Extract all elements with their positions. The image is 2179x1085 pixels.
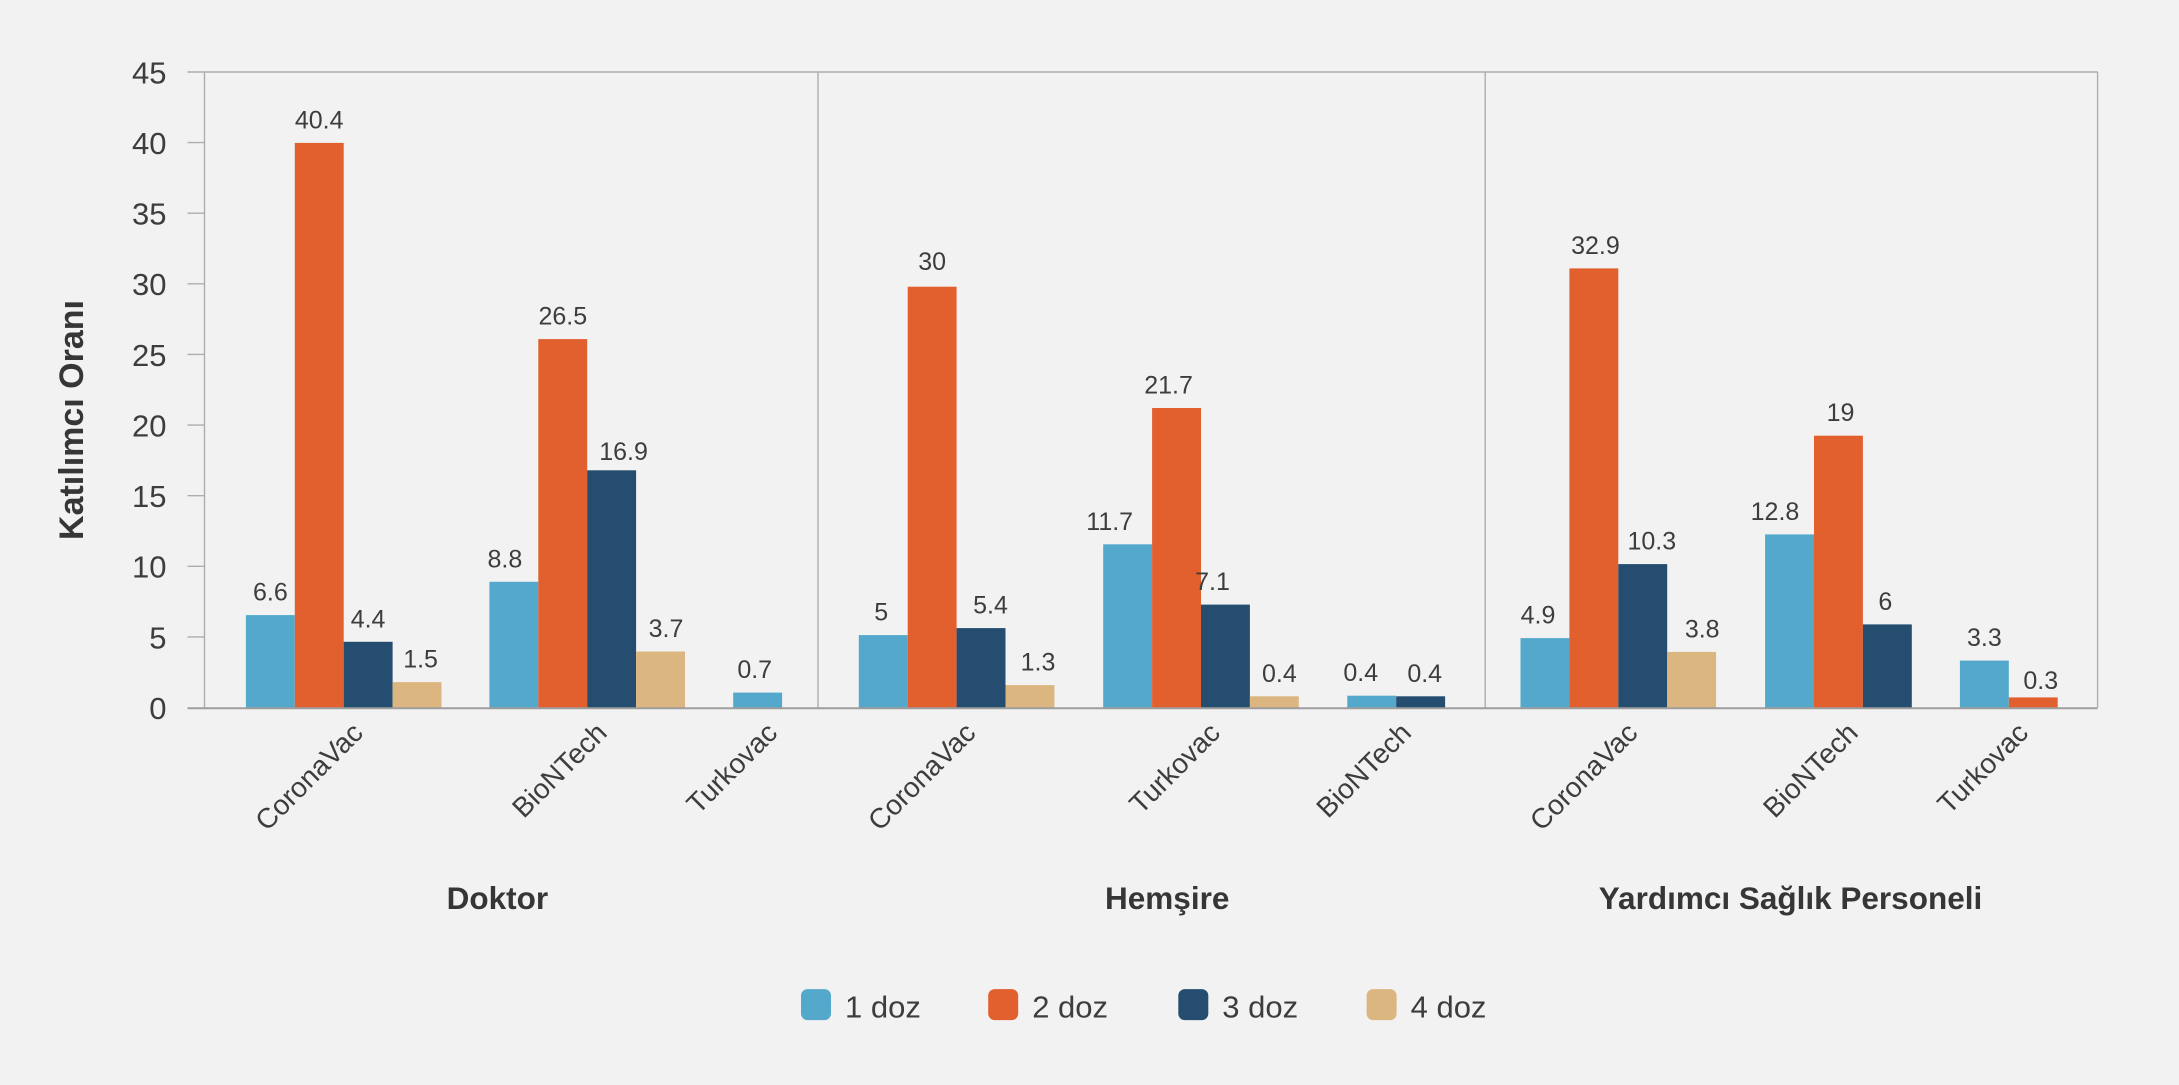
svg-text:1.5: 1.5 <box>403 646 438 674</box>
svg-text:Katılımcı Oranı: Katılımcı Oranı <box>53 300 91 540</box>
svg-text:16.9: 16.9 <box>599 438 648 466</box>
svg-text:20: 20 <box>132 409 166 444</box>
svg-text:8.8: 8.8 <box>488 545 523 573</box>
svg-text:21.7: 21.7 <box>1144 372 1193 400</box>
svg-text:35: 35 <box>132 197 166 232</box>
svg-text:3.7: 3.7 <box>649 615 684 643</box>
svg-text:12.8: 12.8 <box>1751 498 1800 526</box>
svg-text:5.4: 5.4 <box>973 592 1008 620</box>
svg-text:4.4: 4.4 <box>351 605 386 633</box>
svg-text:15: 15 <box>132 479 166 514</box>
svg-text:32.9: 32.9 <box>1571 232 1620 260</box>
svg-text:2 doz: 2 doz <box>1032 989 1108 1024</box>
svg-text:Yardımcı Sağlık Personeli: Yardımcı Sağlık Personeli <box>1599 880 1982 916</box>
svg-text:11.7: 11.7 <box>1086 508 1133 536</box>
svg-text:25: 25 <box>132 338 166 373</box>
svg-text:0.4: 0.4 <box>1262 660 1297 688</box>
svg-text:0.7: 0.7 <box>737 656 772 684</box>
svg-text:0: 0 <box>149 691 166 726</box>
svg-text:Hemşire: Hemşire <box>1105 880 1229 916</box>
svg-text:Doktor: Doktor <box>447 880 549 916</box>
svg-text:30: 30 <box>132 267 166 302</box>
svg-text:26.5: 26.5 <box>538 303 587 331</box>
svg-text:1.3: 1.3 <box>1021 649 1056 677</box>
svg-text:4 doz: 4 doz <box>1411 989 1487 1024</box>
svg-text:5: 5 <box>874 599 888 627</box>
svg-text:3.8: 3.8 <box>1685 615 1720 643</box>
svg-text:0.3: 0.3 <box>2023 667 2058 695</box>
svg-text:3.3: 3.3 <box>1967 624 2002 652</box>
svg-text:40: 40 <box>132 126 166 161</box>
svg-text:45: 45 <box>132 55 166 90</box>
svg-text:10: 10 <box>132 550 166 585</box>
svg-text:30: 30 <box>918 248 946 276</box>
svg-text:6.6: 6.6 <box>253 579 288 607</box>
svg-text:0.4: 0.4 <box>1343 659 1378 687</box>
svg-text:7.1: 7.1 <box>1195 568 1230 596</box>
svg-text:10.3: 10.3 <box>1627 528 1676 556</box>
svg-text:6: 6 <box>1878 588 1892 616</box>
svg-text:1 doz: 1 doz <box>845 989 921 1024</box>
svg-text:40.4: 40.4 <box>295 106 344 134</box>
svg-text:4.9: 4.9 <box>1521 602 1556 630</box>
svg-text:3 doz: 3 doz <box>1222 989 1298 1024</box>
svg-text:5: 5 <box>149 620 166 655</box>
svg-text:19: 19 <box>1827 399 1855 427</box>
svg-text:0.4: 0.4 <box>1407 660 1442 688</box>
